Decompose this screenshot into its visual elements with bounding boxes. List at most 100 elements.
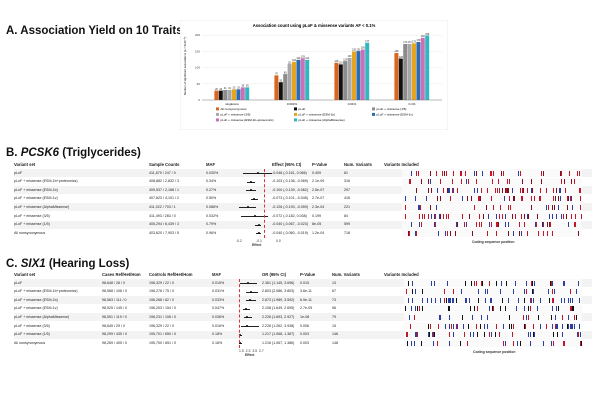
table-cell: 718 xyxy=(344,230,350,235)
variant-tick xyxy=(539,196,541,202)
variant-tick xyxy=(450,230,452,236)
variant-tick xyxy=(493,306,495,312)
table-row: All nonsynonymous 403,620 / 7,903 / 5 0.96… xyxy=(14,229,592,238)
bar-value-label: 80 xyxy=(284,71,287,74)
variant-tick xyxy=(452,179,454,185)
table-cell: 0.96% xyxy=(206,230,217,235)
variant-tick xyxy=(572,323,574,329)
variant-tick xyxy=(579,204,581,210)
table-cell: 0.006 xyxy=(300,323,309,328)
variant-tick xyxy=(566,196,568,202)
variant-tick xyxy=(436,187,438,193)
table-header: MAF xyxy=(206,162,216,167)
variant-tick xyxy=(570,196,572,202)
bar-value-label: 33 xyxy=(233,87,236,90)
table-cell: 6.9e-11 xyxy=(300,297,312,302)
effect-point xyxy=(257,223,260,226)
table-cell: 221 xyxy=(344,204,350,209)
bar-value-label: 173 xyxy=(403,41,408,44)
variant-tick xyxy=(528,314,530,320)
variant-tick xyxy=(406,289,408,295)
table-cell: pLoF + missense (3/5) xyxy=(14,213,50,218)
bar-value-label: 39 xyxy=(246,85,249,88)
variant-tick xyxy=(466,340,468,346)
variant-tick xyxy=(571,179,573,185)
variant-tick xyxy=(510,323,512,329)
variant-tick xyxy=(534,222,536,228)
variant-tick xyxy=(523,314,525,320)
bar-value-label: 31 xyxy=(224,87,227,90)
bar-value-label: 29 xyxy=(219,88,222,91)
variant-tick xyxy=(500,306,502,312)
variant-tick xyxy=(495,280,497,286)
variant-tick xyxy=(547,230,549,236)
variant-tick xyxy=(433,340,435,346)
variant-tick xyxy=(580,340,582,346)
table-cell: pLoF + missense (ESM-1b+proteomics) xyxy=(14,289,78,294)
table-cell: 98,551 / 119 / 0 xyxy=(102,314,127,319)
variant-tick xyxy=(535,222,537,228)
table-cell: 1.216 (1.067, 1.386) xyxy=(262,340,295,345)
variant-tick xyxy=(418,306,420,312)
table-cell: 196,276 / 75 / 0 xyxy=(149,289,174,294)
variant-tick xyxy=(538,314,540,320)
variant-tick xyxy=(576,170,578,176)
variant-tick xyxy=(457,323,459,329)
bar-value-label: 55 xyxy=(279,79,282,82)
effect-point xyxy=(253,197,256,200)
section-b-suffix: (Triglycerides) xyxy=(59,147,141,159)
variant-tick xyxy=(493,204,495,210)
variant-tick xyxy=(550,222,552,228)
variant-tick xyxy=(408,230,410,236)
variant-tick xyxy=(509,314,511,320)
table-cell: 2.673 (1.989, 3.592) xyxy=(262,297,295,302)
variant-tick xyxy=(505,280,507,286)
y-axis-label: Number of significant associations (p < … xyxy=(183,37,187,96)
table-cell: 0.18% xyxy=(212,332,223,337)
table-cell: 599 xyxy=(344,222,350,227)
variant-tick xyxy=(414,289,416,295)
variant-tick xyxy=(532,323,534,329)
variant-tick xyxy=(415,170,417,176)
table-header: Num. Variants xyxy=(344,162,372,167)
x-tick-label: singletons xyxy=(225,102,239,106)
table-cell: 0.003 xyxy=(300,340,309,345)
bar xyxy=(425,35,430,100)
section-b-prefix: B. xyxy=(6,147,21,159)
variant-tick xyxy=(484,332,485,338)
table-row: pLoF + missense (ESM-1b) 98,563 / 111 / 0… xyxy=(14,296,592,305)
table-cell: -0.040 (-0.060, -0.019) xyxy=(272,230,308,235)
variant-tick xyxy=(480,314,482,320)
variant-tick xyxy=(523,222,525,228)
bar xyxy=(412,43,416,100)
variant-tick xyxy=(489,306,491,312)
variant-tick xyxy=(418,170,420,176)
variant-tick xyxy=(435,204,437,210)
variant-tick xyxy=(486,187,488,193)
table-cell: 98,645 / 29 / 0 xyxy=(102,323,125,328)
variant-tick xyxy=(557,204,559,210)
variant-tick xyxy=(448,314,450,320)
table-cell: -0.048 (-0.161, 0.066) xyxy=(272,170,307,175)
variant-tick xyxy=(491,179,493,185)
variant-tick xyxy=(422,297,424,303)
bar xyxy=(338,64,343,100)
variant-tick xyxy=(437,340,439,346)
variant-tick xyxy=(455,230,457,236)
variant-tick xyxy=(521,213,523,219)
bar xyxy=(352,51,356,100)
table-row: pLoF + missense (3/5) 411,493 / 283 / 0 0.… xyxy=(14,212,592,220)
bar xyxy=(403,43,408,100)
table-cell: 98,563 / 111 / 0 xyxy=(102,297,127,302)
variant-tick xyxy=(404,204,406,210)
variant-tick xyxy=(436,196,438,202)
table-cell: 2.7e-07 xyxy=(312,196,325,201)
variant-tick xyxy=(520,340,522,346)
table-row: pLoF + missense (ESM-1v) 98,525 / 145 / 0… xyxy=(14,304,592,313)
variant-tick xyxy=(448,306,450,312)
table-cell: 1e-08 xyxy=(300,314,310,319)
table-cell: 2.3e-04 xyxy=(312,204,325,209)
variant-tick xyxy=(468,213,470,219)
variant-tick xyxy=(529,297,531,303)
variant-tick xyxy=(445,323,447,329)
